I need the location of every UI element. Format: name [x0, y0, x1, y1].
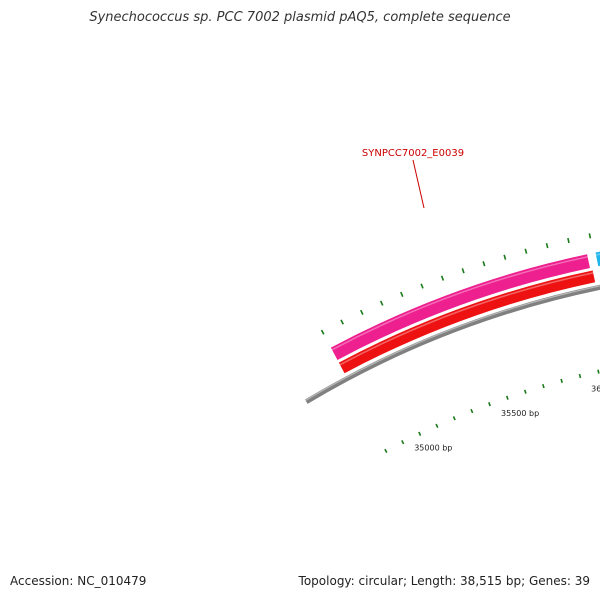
outer-tick	[461, 268, 465, 274]
scale-label: 35000 bp	[414, 444, 452, 453]
scale-label: 35500 bp	[501, 409, 539, 418]
inner-tick	[435, 423, 439, 428]
inner-tick-marks	[384, 369, 600, 454]
outer-tick	[567, 237, 570, 244]
summary-label: Topology: circular; Length: 38,515 bp; G…	[298, 574, 590, 588]
scale-label: 36000 bp	[591, 384, 600, 393]
inner-tick	[542, 383, 545, 389]
outer-tick	[440, 275, 445, 281]
outer-tick	[400, 291, 404, 298]
outer-tick	[482, 261, 486, 267]
outer-tick	[588, 233, 592, 239]
feature-leader-line	[412, 159, 425, 209]
outer-tick	[420, 283, 424, 289]
inner-tick	[470, 408, 474, 414]
inner-tick	[384, 448, 388, 454]
inner-tick	[505, 395, 509, 400]
gene-highlight	[331, 256, 588, 351]
outer-tick	[379, 300, 384, 306]
outer-tick	[503, 254, 507, 260]
gene-highlight	[339, 272, 594, 366]
accession-label: Accession: NC_010479	[10, 574, 147, 588]
inner-tick	[418, 431, 422, 436]
feature-label: SYNPCC7002_E0039	[362, 148, 464, 159]
inner-tick	[488, 402, 491, 407]
outer-tick-marks	[320, 233, 592, 335]
outer-tick	[545, 242, 549, 249]
inner-tick	[523, 389, 527, 394]
backbone-arc	[305, 284, 600, 404]
gene-features	[330, 251, 600, 374]
inner-tick	[597, 369, 600, 374]
backbone-highlight	[305, 285, 600, 401]
gene-inner-red	[338, 270, 596, 374]
inner-tick	[401, 440, 405, 445]
outer-tick	[360, 309, 364, 316]
map-title: Synechococcus sp. PCC 7002 plasmid pAQ5,…	[89, 10, 511, 25]
outer-tick	[320, 329, 325, 335]
outer-tick	[524, 248, 528, 254]
inner-tick	[560, 378, 563, 384]
gene-outer-pink	[330, 254, 590, 360]
inner-tick	[452, 416, 456, 421]
inner-tick	[578, 373, 582, 379]
backbone-ring	[305, 284, 600, 404]
outer-tick	[340, 319, 344, 325]
gene-outer-blue	[595, 251, 600, 267]
feature-labels: SYNPCC7002_E0039	[362, 148, 464, 209]
